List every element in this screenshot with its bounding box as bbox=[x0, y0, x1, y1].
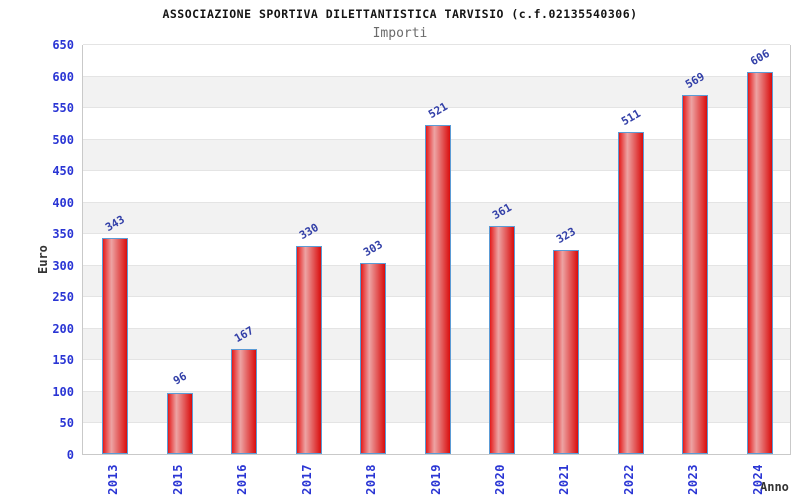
y-tick-label: 450 bbox=[52, 164, 74, 179]
bar-2022 bbox=[617, 131, 644, 454]
x-tick-label: 2019 bbox=[428, 464, 443, 495]
x-tick-label: 2017 bbox=[299, 464, 314, 495]
y-tick-label: 200 bbox=[52, 321, 74, 336]
y-tick-label: 400 bbox=[52, 195, 74, 210]
bar-2018 bbox=[360, 262, 387, 454]
chart-title: ASSOCIAZIONE SPORTIVA DILETTANTISTICA TA… bbox=[162, 7, 638, 21]
background-band bbox=[83, 75, 790, 108]
plot-area: 343 96 167 330 303 521 361 323 511 569 606 bbox=[82, 44, 791, 455]
y-tick-label: 350 bbox=[52, 227, 74, 242]
bar-2023 bbox=[682, 95, 709, 454]
x-tick-label: 2024 bbox=[750, 464, 765, 495]
y-tick-label: 50 bbox=[59, 416, 74, 431]
x-tick-label: 2016 bbox=[235, 464, 250, 495]
x-tick-label: 2013 bbox=[106, 464, 121, 495]
chart-subtitle: Importi bbox=[372, 26, 428, 41]
x-tick-label: 2023 bbox=[686, 464, 701, 495]
bar-2017 bbox=[295, 245, 322, 454]
x-tick-label: 2021 bbox=[557, 464, 572, 495]
y-tick-label: 550 bbox=[52, 101, 74, 116]
x-tick-label: 2018 bbox=[364, 464, 379, 495]
y-tick-label: 250 bbox=[52, 290, 74, 305]
bar-2020 bbox=[488, 226, 515, 454]
x-tick-label: 2020 bbox=[492, 464, 507, 495]
bar-2021 bbox=[553, 250, 580, 454]
bar-2016 bbox=[231, 348, 258, 454]
bar-2013 bbox=[102, 237, 129, 454]
y-tick-label: 600 bbox=[52, 69, 74, 84]
x-tick-label: 2022 bbox=[621, 464, 636, 495]
x-tick-label: 2015 bbox=[170, 464, 185, 495]
y-tick-label: 650 bbox=[52, 38, 74, 52]
bar-2015 bbox=[166, 393, 193, 454]
y-tick-label: 500 bbox=[52, 132, 74, 147]
bar-2019 bbox=[424, 125, 451, 454]
background-band bbox=[83, 44, 790, 76]
y-tick-label: 0 bbox=[66, 448, 74, 462]
y-tick-label: 100 bbox=[52, 384, 74, 399]
y-tick-label: 300 bbox=[52, 258, 74, 273]
y-tick-label: 150 bbox=[52, 353, 74, 368]
x-axis-title: Anno bbox=[760, 480, 789, 494]
bar-2024 bbox=[746, 71, 773, 454]
